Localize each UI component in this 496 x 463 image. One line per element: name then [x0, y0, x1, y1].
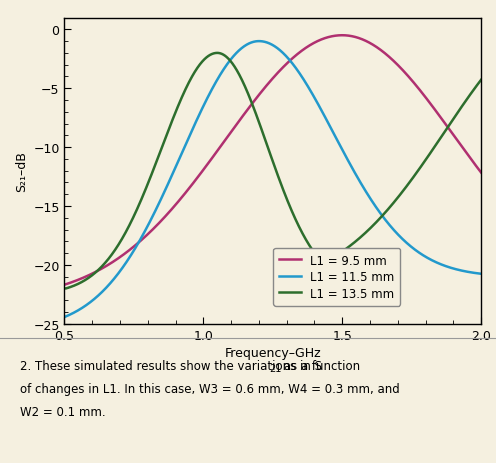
L1 = 11.5 mm [253, 39, 259, 45]
L1 = 13.5 mm [264, 144, 270, 149]
L1 = 13.5 mm [214, 51, 220, 56]
Text: 2. These simulated results show the variations in S: 2. These simulated results show the vari… [20, 359, 322, 372]
L1 = 9.5 mm [83, 274, 89, 280]
L1 = 11.5 mm [466, 270, 472, 275]
Text: W2 = 0.1 mm.: W2 = 0.1 mm. [20, 405, 106, 418]
Line: L1 = 9.5 mm: L1 = 9.5 mm [64, 36, 481, 285]
Y-axis label: S₂₁–dB: S₂₁–dB [15, 151, 28, 192]
L1 = 11.5 mm [62, 314, 67, 320]
L1 = 13.5 mm [466, 94, 472, 100]
L1 = 9.5 mm [466, 155, 472, 160]
L1 = 11.5 mm [264, 41, 270, 46]
L1 = 13.5 mm [478, 78, 484, 83]
L1 = 13.5 mm [253, 113, 259, 118]
L1 = 9.5 mm [478, 170, 484, 176]
X-axis label: Frequency–GHz: Frequency–GHz [225, 346, 321, 359]
Line: L1 = 11.5 mm: L1 = 11.5 mm [64, 42, 481, 317]
L1 = 11.5 mm [83, 303, 89, 309]
Legend: L1 = 9.5 mm, L1 = 11.5 mm, L1 = 13.5 mm: L1 = 9.5 mm, L1 = 11.5 mm, L1 = 13.5 mm [273, 248, 400, 306]
Text: 21: 21 [269, 363, 282, 374]
L1 = 11.5 mm [256, 39, 262, 45]
L1 = 9.5 mm [62, 282, 67, 288]
L1 = 9.5 mm [339, 33, 345, 39]
L1 = 13.5 mm [466, 94, 472, 100]
L1 = 9.5 mm [466, 154, 472, 160]
L1 = 13.5 mm [83, 277, 89, 283]
L1 = 13.5 mm [62, 286, 67, 292]
Text: of changes in L1. In this case, W3 = 0.6 mm, W4 = 0.3 mm, and: of changes in L1. In this case, W3 = 0.6… [20, 382, 400, 395]
L1 = 9.5 mm [390, 58, 396, 64]
Text: as a function: as a function [280, 359, 361, 372]
L1 = 13.5 mm [390, 201, 396, 207]
L1 = 11.5 mm [466, 269, 472, 275]
L1 = 11.5 mm [390, 226, 396, 232]
L1 = 9.5 mm [264, 83, 270, 88]
L1 = 11.5 mm [478, 271, 484, 277]
Line: L1 = 13.5 mm: L1 = 13.5 mm [64, 54, 481, 289]
L1 = 9.5 mm [253, 97, 259, 102]
